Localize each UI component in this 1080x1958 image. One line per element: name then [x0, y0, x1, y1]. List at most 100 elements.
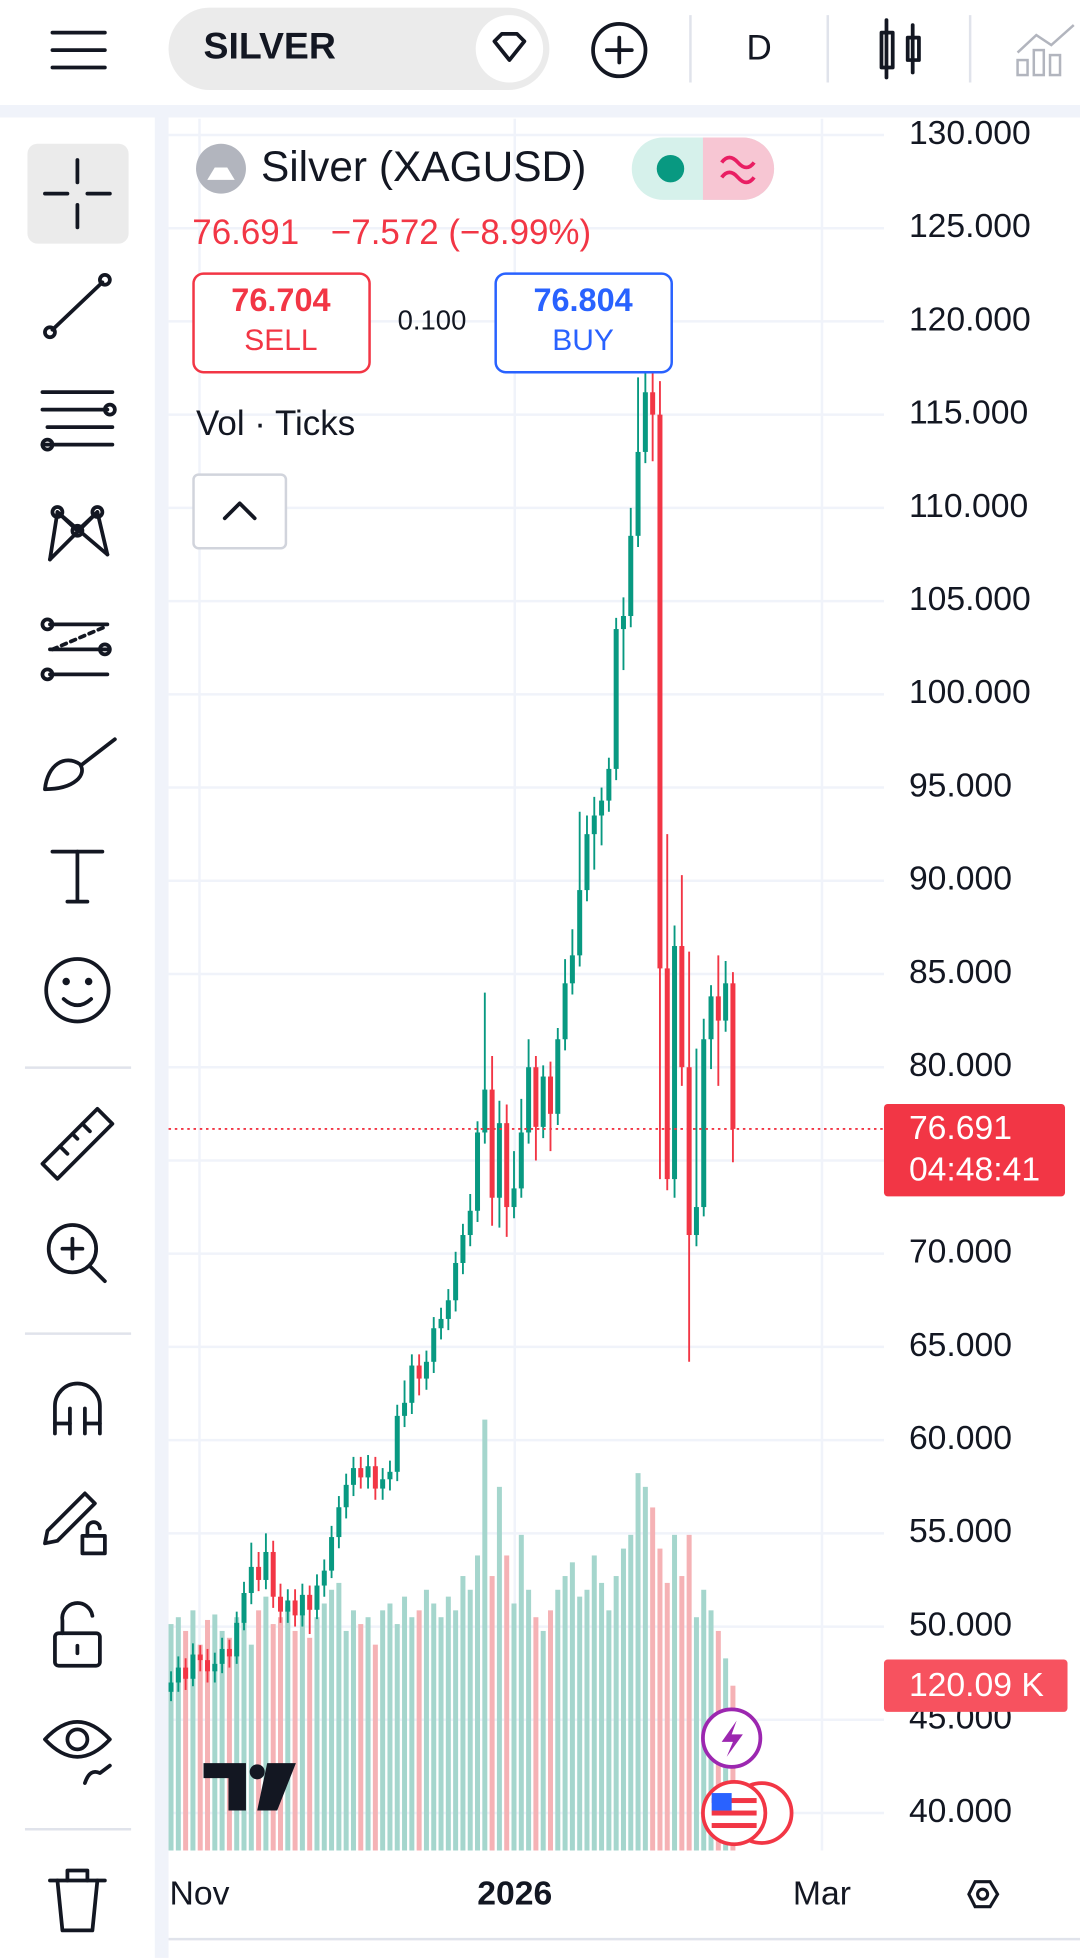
- last-price: 76.691: [192, 213, 299, 252]
- visibility-tool[interactable]: [43, 1720, 112, 1785]
- volume-bar: [460, 1576, 466, 1851]
- emoji-tool[interactable]: [44, 957, 111, 1024]
- crosshair-tool[interactable]: [43, 158, 112, 230]
- candle-body: [190, 1654, 196, 1679]
- lock-tool-part: [53, 1631, 102, 1668]
- indicators-button[interactable]: [1016, 24, 1075, 77]
- add-symbol-button[interactable]: [591, 21, 648, 79]
- candle-body: [533, 1067, 539, 1127]
- economic-event-icon[interactable]: [701, 1779, 794, 1847]
- ruler-tool-part: [40, 1106, 115, 1181]
- magnet-tool[interactable]: [53, 1381, 102, 1436]
- x-tick-label: Nov: [170, 1874, 230, 1912]
- pattern-tool[interactable]: [48, 505, 110, 562]
- emoji-tool-part: [44, 957, 111, 1024]
- sell-price[interactable]: 76.704: [231, 282, 330, 318]
- fib-tool-part: [103, 402, 117, 417]
- buy-price[interactable]: 76.804: [533, 282, 632, 318]
- volume-bar: [453, 1610, 459, 1851]
- sell-button[interactable]: [192, 272, 371, 374]
- candle-body: [168, 1682, 174, 1692]
- tradingview-logo-part: [257, 1763, 296, 1811]
- lock-drawings-tool[interactable]: [43, 1491, 107, 1556]
- candle-body: [657, 414, 663, 969]
- lock-tool-part: [60, 1601, 95, 1636]
- volume-bar: [387, 1603, 393, 1851]
- y-tick-label: 60.000: [909, 1419, 1012, 1457]
- emoji-tool-part: [61, 997, 94, 1008]
- menu-button[interactable]: [50, 30, 107, 70]
- volume-bar: [248, 1644, 254, 1851]
- data-status: [702, 137, 775, 200]
- candle-body: [416, 1365, 422, 1379]
- volume-bar: [635, 1473, 641, 1851]
- symbol[interactable]: SILVER: [204, 25, 336, 67]
- candle-body: [518, 1132, 524, 1189]
- volume-bar: [168, 1624, 174, 1851]
- buy-label[interactable]: BUY: [552, 324, 614, 357]
- volume-bar: [482, 1419, 488, 1851]
- candle-body: [650, 392, 656, 415]
- volume-bar: [475, 1555, 481, 1851]
- diamond-icon: [492, 31, 527, 62]
- pattern-tool-part: [90, 505, 105, 519]
- text-tool[interactable]: [50, 849, 105, 904]
- prediction-tool[interactable]: [40, 617, 112, 682]
- indicators-button-part: [1016, 58, 1029, 77]
- brush-tool-part: [43, 758, 84, 792]
- y-tick-label: 130.000: [909, 114, 1031, 152]
- candle-body: [635, 451, 641, 536]
- trend-line-tool[interactable]: [43, 272, 112, 340]
- y-tick-label: 95.000: [909, 766, 1012, 804]
- candle-body: [489, 1089, 495, 1198]
- event-icon[interactable]: [701, 1707, 763, 1769]
- delete-tool[interactable]: [48, 1868, 107, 1933]
- candle-body: [219, 1648, 225, 1664]
- premium-button[interactable]: [475, 15, 544, 83]
- symbol-pill[interactable]: [168, 7, 550, 91]
- volume-bar: [219, 1630, 225, 1851]
- chart-type-button[interactable]: [879, 18, 921, 80]
- volume-bar: [540, 1630, 546, 1851]
- volume-bar: [358, 1624, 364, 1851]
- tradingview-logo-part: [203, 1763, 246, 1811]
- candle-body: [475, 1132, 481, 1211]
- candle-body: [504, 1123, 510, 1208]
- interval[interactable]: D: [747, 28, 772, 67]
- candle-body: [314, 1585, 320, 1610]
- ruler-tool[interactable]: [40, 1106, 115, 1181]
- candle-body: [263, 1551, 269, 1580]
- y-tick-label: 90.000: [909, 860, 1012, 898]
- volume-bar: [329, 1589, 335, 1851]
- volume-bar: [562, 1576, 568, 1851]
- volume-bar: [226, 1637, 232, 1851]
- fib-tool[interactable]: [40, 390, 117, 452]
- buy-button[interactable]: [494, 272, 673, 374]
- candle-body: [591, 815, 597, 835]
- symbol-icon-glyph: [207, 167, 235, 180]
- zoom-tool[interactable]: [46, 1223, 107, 1284]
- brush-tool[interactable]: [43, 737, 117, 792]
- volume-bar: [270, 1624, 276, 1851]
- collapse-button[interactable]: [192, 473, 288, 550]
- settings-button[interactable]: [967, 1880, 1000, 1909]
- candle-body: [343, 1484, 349, 1508]
- sell-label[interactable]: SELL: [244, 324, 317, 357]
- settings-button-part: [976, 1887, 990, 1901]
- candle-body: [350, 1468, 356, 1485]
- lock-drawings-tool-part: [80, 1533, 107, 1556]
- volume-label-box: [883, 1659, 1068, 1712]
- y-tick-label: 65.000: [909, 1326, 1012, 1364]
- ruler-tool-part: [58, 1144, 70, 1156]
- candle-body: [540, 1076, 546, 1127]
- fib-tool-part: [40, 437, 55, 452]
- lock-tool[interactable]: [53, 1601, 102, 1668]
- candle-body: [701, 1039, 707, 1208]
- volume-bar: [183, 1630, 189, 1851]
- tradingview-logo: [203, 1763, 296, 1811]
- candle-body: [277, 1596, 283, 1612]
- candle-body: [241, 1593, 247, 1623]
- volume-bar: [489, 1576, 495, 1851]
- volume-bar: [321, 1603, 327, 1851]
